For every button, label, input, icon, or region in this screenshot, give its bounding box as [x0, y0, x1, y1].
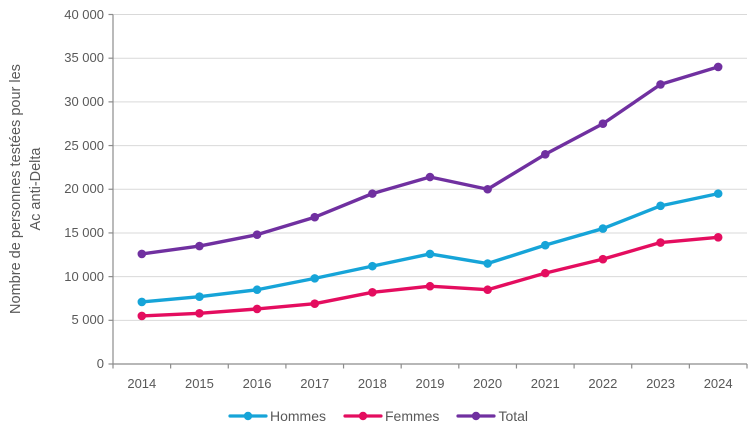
legend-marker-hommes: [228, 411, 268, 421]
data-point: [425, 172, 435, 182]
x-tick-label: 2021: [530, 376, 560, 391]
y-tick-label: 30 000: [64, 93, 104, 109]
data-point: [598, 119, 608, 129]
data-point: [598, 224, 608, 233]
axes: [108, 13, 748, 369]
data-point: [137, 249, 147, 259]
data-point: [137, 311, 147, 321]
data-point: [425, 249, 435, 259]
series-femmes: [137, 233, 723, 321]
x-tick-label: 2024: [703, 376, 733, 391]
series-total: [137, 62, 723, 259]
data-point: [540, 240, 550, 250]
data-point: [425, 281, 435, 291]
legend-label-hommes: Hommes: [269, 408, 326, 424]
series-line-total: [140, 65, 720, 256]
x-tick-label: 2022: [588, 376, 618, 391]
data-point: [713, 233, 723, 242]
data-point: [483, 184, 492, 194]
y-tick-label: 35 000: [64, 50, 104, 66]
y-tick-label: 15 000: [64, 224, 104, 240]
x-tick-label: 2017: [300, 376, 330, 391]
data-point: [656, 238, 665, 247]
x-tick-label: 2020: [473, 376, 503, 391]
y-axis-title-line1: Nombre de personnes testées pour les: [8, 64, 24, 314]
y-tick-label: 10 000: [64, 268, 104, 284]
data-point: [195, 292, 204, 302]
x-tick-label: 2018: [357, 376, 387, 391]
legend-item-hommes: Hommes: [228, 408, 326, 424]
data-point: [483, 259, 492, 268]
y-tick-label: 5 000: [71, 312, 104, 328]
legend-item-femmes: Femmes: [343, 408, 439, 424]
data-point: [368, 288, 377, 297]
data-point: [713, 189, 723, 198]
data-point: [252, 304, 262, 314]
legend-label-femmes: Femmes: [384, 408, 440, 424]
data-point: [310, 212, 320, 222]
y-tick-label: 25 000: [64, 137, 104, 153]
x-tick-label: 2023: [646, 376, 675, 391]
data-point: [713, 62, 723, 72]
data-point: [656, 201, 665, 211]
x-tick-label: 2016: [242, 376, 272, 391]
data-point: [195, 309, 204, 318]
data-point: [540, 268, 550, 278]
legend-marker-femmes: [343, 411, 383, 421]
legend: Hommes Femmes Total: [0, 408, 756, 424]
x-tick-label: 2015: [184, 376, 214, 391]
x-tick-label: 2014: [127, 376, 157, 391]
data-point: [368, 261, 377, 271]
data-point: [540, 150, 550, 159]
data-point: [310, 274, 320, 283]
data-point: [252, 285, 262, 295]
data-point: [252, 230, 262, 239]
gridlines: [113, 14, 747, 321]
legend-label-total: Total: [498, 408, 529, 424]
data-point: [310, 299, 320, 309]
data-point: [137, 297, 147, 307]
data-point: [656, 80, 665, 89]
legend-item-total: Total: [456, 408, 528, 424]
data-point: [195, 241, 204, 251]
data-point: [483, 285, 492, 295]
legend-marker-total: [456, 411, 497, 421]
y-tick-label: 40 000: [64, 6, 104, 22]
data-point: [598, 254, 608, 264]
data-point: [368, 189, 377, 198]
series-hommes: [137, 189, 723, 307]
y-tick-label: 0: [96, 356, 104, 371]
x-tick-label: 2019: [415, 376, 445, 391]
y-tick-label: 20 000: [64, 181, 104, 197]
